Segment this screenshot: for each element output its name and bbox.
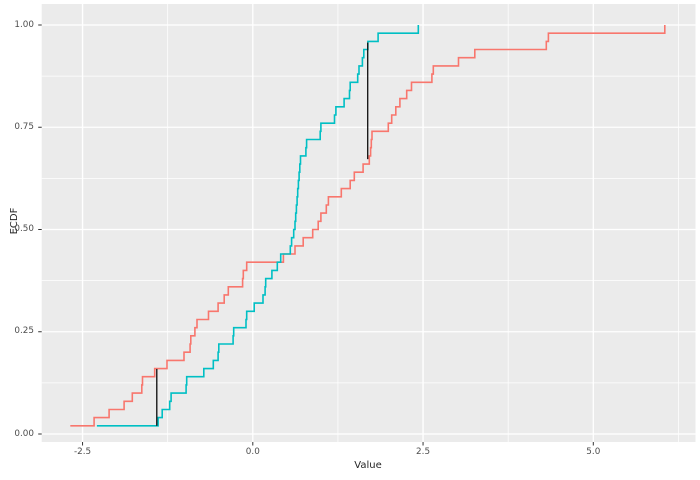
ecdf-line-red-sample bbox=[70, 25, 666, 427]
ecdf-line-cyan-sample bbox=[96, 25, 420, 427]
x-tick-label: 2.5 bbox=[416, 447, 431, 457]
y-tick-label: 1.00 bbox=[14, 19, 34, 30]
x-axis-title: Value bbox=[354, 460, 382, 471]
x-tick-label: 5.0 bbox=[586, 447, 601, 457]
y-tick-label: 0.00 bbox=[14, 428, 34, 439]
x-tick-label: -2.5 bbox=[73, 447, 92, 457]
x-tick-label: 0.0 bbox=[245, 447, 260, 457]
y-tick-label: 0.50 bbox=[14, 224, 34, 234]
plot-panel bbox=[41, 4, 696, 442]
y-tick-label: 0.25 bbox=[14, 326, 34, 337]
y-axis-title: ECDF bbox=[9, 207, 20, 235]
y-tick-label: 0.75 bbox=[14, 121, 34, 132]
